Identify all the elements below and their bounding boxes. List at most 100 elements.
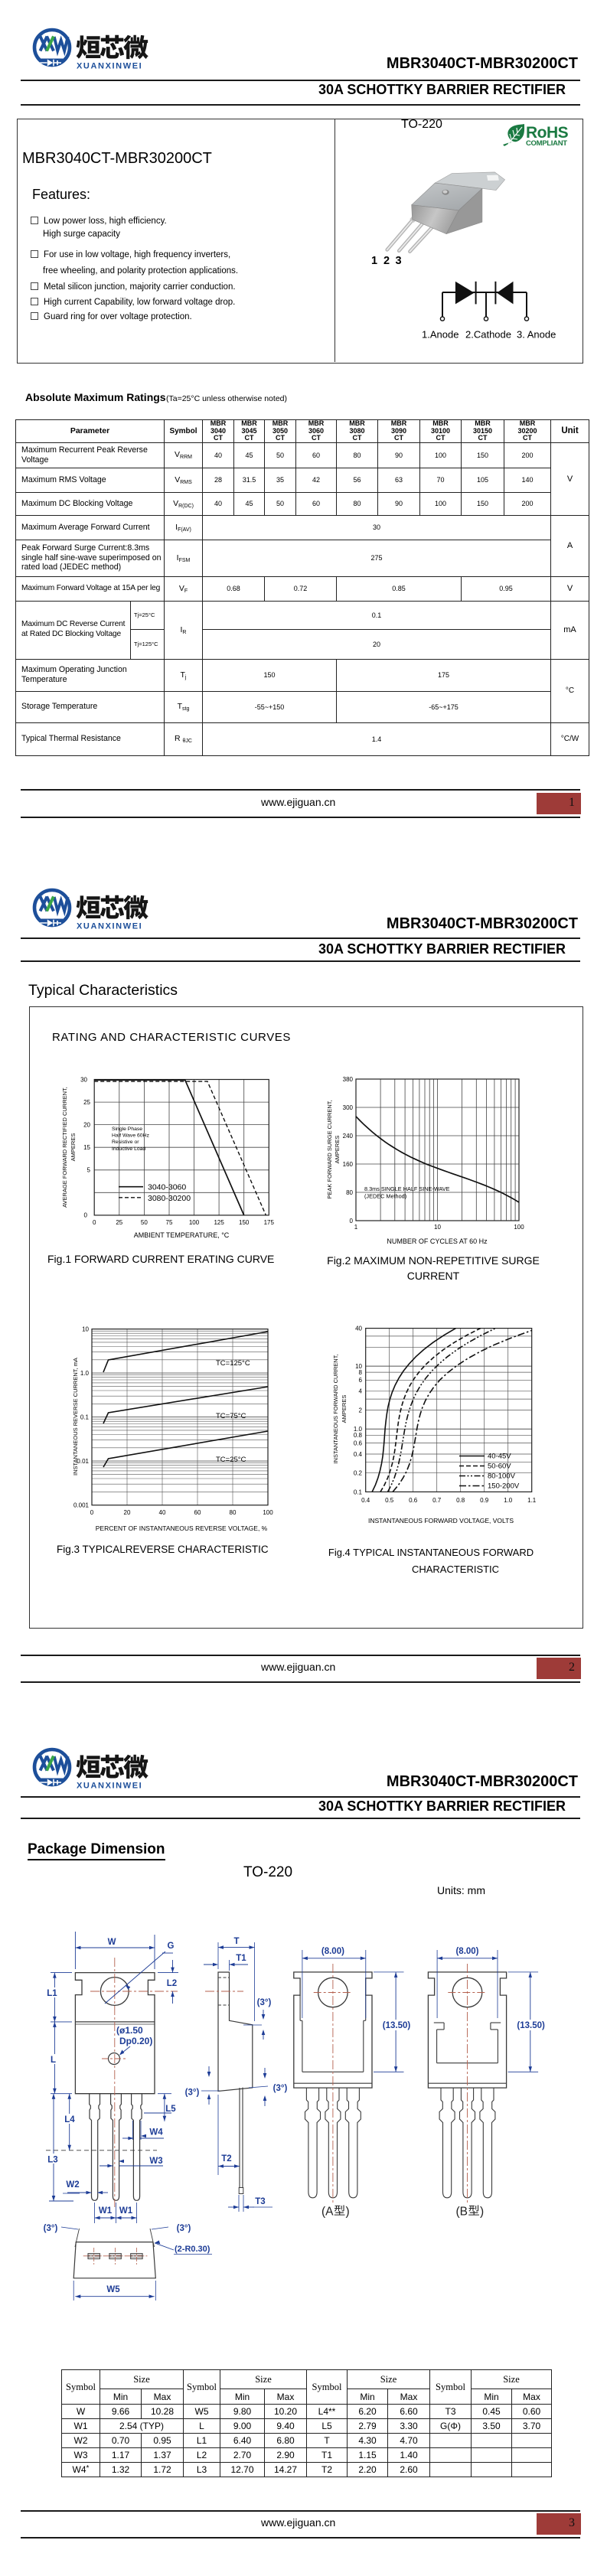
svg-text:1.0: 1.0 — [354, 1426, 363, 1433]
svg-text:1.Anode: 1.Anode — [422, 329, 459, 341]
svg-text:40-45V: 40-45V — [488, 1453, 511, 1461]
svg-text:1: 1 — [354, 1224, 358, 1231]
svg-text:TC=25°C: TC=25°C — [216, 1456, 246, 1464]
svg-text:0.4: 0.4 — [361, 1497, 370, 1504]
svg-text:10: 10 — [434, 1224, 441, 1231]
svg-text:0.4: 0.4 — [354, 1451, 363, 1458]
svg-text:L: L — [51, 2056, 56, 2065]
svg-text:L5: L5 — [165, 2105, 176, 2114]
svg-text:Fig.1 FORWARD CURRENT ERATING: Fig.1 FORWARD CURRENT ERATING CURVE — [47, 1253, 274, 1265]
svg-text:W3: W3 — [149, 2157, 162, 2166]
svg-text:15: 15 — [83, 1144, 90, 1151]
svg-text:80: 80 — [346, 1189, 353, 1196]
svg-text:125: 125 — [214, 1219, 224, 1226]
svg-text:TC=125°C: TC=125°C — [216, 1359, 250, 1368]
svg-text:(8.00): (8.00) — [455, 1947, 478, 1956]
svg-text:0.6: 0.6 — [409, 1497, 418, 1504]
svg-text:(2-R0.30): (2-R0.30) — [175, 2245, 210, 2254]
svg-text:240: 240 — [343, 1133, 354, 1140]
svg-text:COMPLIANT: COMPLIANT — [526, 139, 567, 148]
svg-text:50: 50 — [141, 1219, 148, 1226]
svg-text:INSTANTANEOUS FORWARD VOLTAGE,: INSTANTANEOUS FORWARD VOLTAGE, VOLTS — [368, 1517, 514, 1524]
svg-text:INSTANTANEOUS REVERSE CURRENT,: INSTANTANEOUS REVERSE CURRENT, mA — [72, 1358, 79, 1475]
svg-text:8.3ms SINGLE HALF SINE-WAVE: 8.3ms SINGLE HALF SINE-WAVE — [364, 1185, 450, 1192]
svg-text:2: 2 — [383, 255, 390, 267]
svg-text:160: 160 — [343, 1161, 354, 1168]
svg-text:60: 60 — [194, 1509, 201, 1516]
svg-text:150-200V: 150-200V — [488, 1482, 520, 1491]
svg-text:3080-30200: 3080-30200 — [148, 1194, 191, 1203]
svg-text:(B: (B — [456, 2206, 468, 2219]
svg-text:0.1: 0.1 — [80, 1414, 90, 1420]
svg-text:4: 4 — [359, 1388, 363, 1395]
svg-text:0.1: 0.1 — [354, 1489, 363, 1495]
svg-text:): ) — [480, 2206, 484, 2219]
svg-text:40: 40 — [355, 1325, 362, 1332]
svg-text:0: 0 — [93, 1219, 96, 1226]
svg-text:(3°): (3°) — [185, 2089, 200, 2098]
svg-text:Fig.4 TYPICAL INSTANTANEOUS FO: Fig.4 TYPICAL INSTANTANEOUS FORWARD — [328, 1547, 534, 1558]
svg-text:100: 100 — [263, 1509, 273, 1516]
svg-text:0.001: 0.001 — [73, 1502, 90, 1509]
svg-text:100: 100 — [514, 1224, 524, 1231]
svg-text:3040-3060: 3040-3060 — [148, 1183, 186, 1192]
svg-text:100: 100 — [189, 1219, 200, 1226]
svg-text:T2: T2 — [221, 2154, 231, 2164]
svg-text:W2: W2 — [66, 2180, 79, 2190]
svg-text:L1: L1 — [47, 1989, 57, 1998]
svg-text:Fig.2 MAXIMUM NON-REPETITIVE S: Fig.2 MAXIMUM NON-REPETITIVE SURGE — [327, 1254, 540, 1267]
svg-text:AMPERES: AMPERES — [341, 1395, 348, 1423]
svg-text:10: 10 — [82, 1325, 89, 1332]
svg-text:25: 25 — [116, 1219, 122, 1226]
svg-text:0.6: 0.6 — [354, 1440, 363, 1446]
svg-text:3. Anode: 3. Anode — [517, 329, 556, 341]
svg-text:0: 0 — [90, 1509, 94, 1516]
svg-text:W1: W1 — [119, 2206, 133, 2216]
svg-text:0.8: 0.8 — [354, 1432, 363, 1439]
svg-text:380: 380 — [343, 1076, 354, 1083]
svg-text:T3: T3 — [255, 2197, 265, 2206]
svg-text:AMBIENT TEMPERATURE, °C: AMBIENT TEMPERATURE, °C — [134, 1231, 230, 1239]
svg-text:(13.50): (13.50) — [383, 2021, 411, 2030]
svg-text:2: 2 — [359, 1407, 363, 1414]
svg-text:G: G — [168, 1942, 175, 1951]
svg-text:AMPERES: AMPERES — [70, 1133, 77, 1162]
svg-text:300: 300 — [343, 1104, 354, 1111]
svg-text:(3°): (3°) — [177, 2224, 191, 2233]
svg-text:(3°): (3°) — [273, 2084, 288, 2093]
svg-text:1.1: 1.1 — [527, 1497, 537, 1504]
svg-text:L3: L3 — [47, 2156, 57, 2165]
svg-text:0: 0 — [350, 1218, 354, 1224]
svg-text:PEAK FORWARD SURGE CURRENT,: PEAK FORWARD SURGE CURRENT, — [326, 1100, 333, 1198]
svg-text:(3°): (3°) — [44, 2224, 58, 2233]
svg-text:75: 75 — [166, 1219, 173, 1226]
svg-text:0.7: 0.7 — [432, 1497, 442, 1504]
svg-text:25: 25 — [83, 1099, 90, 1106]
svg-text:Single Phase: Single Phase — [112, 1127, 142, 1132]
svg-text:50-60V: 50-60V — [488, 1462, 511, 1471]
svg-text:Inductive Load: Inductive Load — [112, 1146, 145, 1152]
svg-text:40: 40 — [159, 1509, 166, 1516]
svg-text:1.0: 1.0 — [80, 1370, 90, 1377]
svg-text:80: 80 — [230, 1509, 237, 1516]
svg-text:L2: L2 — [167, 1979, 177, 1988]
svg-text:W: W — [108, 1938, 116, 1947]
svg-text:(A: (A — [321, 2206, 334, 2219]
svg-text:(8.00): (8.00) — [321, 1947, 344, 1956]
svg-text:TC=75°C: TC=75°C — [216, 1412, 246, 1420]
svg-text:8: 8 — [359, 1369, 363, 1376]
svg-text:NUMBER OF CYCLES AT 60 Hz: NUMBER OF CYCLES AT 60 Hz — [387, 1237, 488, 1245]
svg-text:(13.50): (13.50) — [517, 2021, 545, 2030]
svg-text:AVERAGE FORWARD RECTIFIED CURR: AVERAGE FORWARD RECTIFIED CURRENT, — [61, 1087, 68, 1208]
svg-text:10: 10 — [355, 1363, 362, 1370]
svg-text:0.8: 0.8 — [456, 1497, 465, 1504]
svg-text:20: 20 — [83, 1121, 90, 1128]
svg-text:0.01: 0.01 — [77, 1458, 89, 1465]
svg-text:0.5: 0.5 — [385, 1497, 394, 1504]
svg-text:AMPERES: AMPERES — [334, 1136, 341, 1164]
svg-text:CURRENT: CURRENT — [407, 1270, 460, 1282]
svg-text:T1: T1 — [236, 1954, 246, 1963]
svg-text:W4: W4 — [149, 2128, 163, 2137]
svg-text:PERCENT OF INSTANTANEOUS REVER: PERCENT OF INSTANTANEOUS REVERSE VOLTAGE… — [96, 1524, 268, 1532]
svg-text:1: 1 — [371, 255, 377, 267]
